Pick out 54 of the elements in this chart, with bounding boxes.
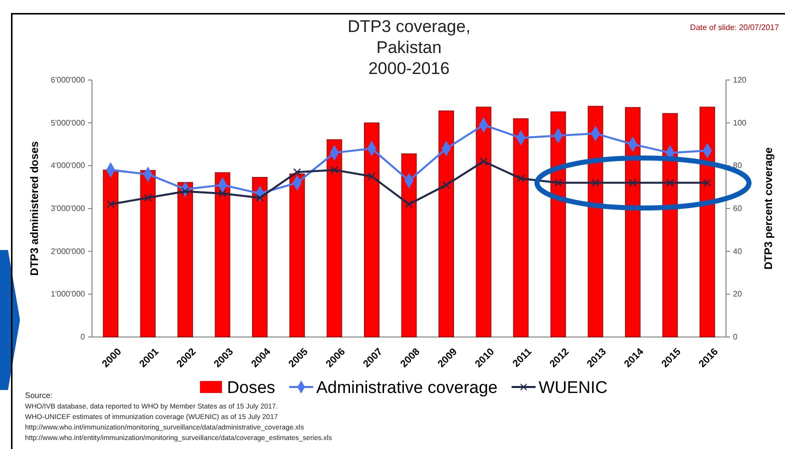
bar — [625, 107, 640, 338]
source-note: Source: — [25, 391, 53, 400]
bar — [178, 182, 193, 338]
y-tick-label: 4'000'000 — [50, 161, 86, 170]
y-tick-label: 3'000'000 — [50, 204, 86, 214]
y-tick-label: 0 — [80, 332, 86, 342]
y2-tick-label: 120 — [733, 76, 747, 85]
bar — [289, 174, 305, 338]
point — [666, 178, 674, 187]
y-tick-label: 1'000'000 — [50, 290, 86, 299]
bar — [214, 172, 230, 338]
legend-label: Doses — [227, 378, 276, 397]
point — [516, 174, 525, 182]
point — [144, 194, 152, 202]
point — [368, 172, 376, 180]
point — [628, 178, 637, 187]
point — [703, 178, 712, 187]
chart-title: DTP3 coverage, Pakistan 2000-2016 — [348, 17, 470, 78]
point — [442, 181, 450, 189]
bar — [140, 170, 156, 338]
point — [480, 157, 488, 166]
y2-axis-title: DTP3 percent coverage — [763, 147, 775, 270]
point — [218, 190, 226, 198]
bar — [588, 106, 604, 338]
legend-label: Administrative coverage — [316, 378, 498, 397]
y2-tick-label: 20 — [733, 290, 742, 299]
bar — [326, 139, 342, 338]
point — [405, 200, 413, 208]
bar — [476, 106, 492, 338]
y-axis-title: DTP3 administered doses — [29, 141, 41, 276]
point — [554, 178, 562, 187]
y-tick-label: 5'000'000 — [50, 118, 86, 128]
bar — [364, 122, 380, 338]
y-tick-label: 2'000'000 — [50, 246, 86, 256]
y2-tick-label: 80 — [733, 161, 742, 170]
bar — [662, 113, 678, 338]
bar — [102, 170, 118, 338]
bar — [401, 153, 417, 338]
point — [592, 178, 600, 187]
point — [106, 200, 115, 208]
legend-label: WUENIC — [538, 378, 608, 397]
text: Date of slide: 20/07/2017 — [690, 23, 780, 32]
bar — [513, 118, 529, 338]
y-tick-label: 6'000'000 — [50, 76, 86, 85]
y2-tick-label: 0 — [733, 332, 738, 342]
bar — [700, 106, 716, 338]
bar — [252, 176, 268, 338]
point — [293, 168, 302, 176]
y2-tick-label: 60 — [733, 204, 742, 214]
bar — [550, 111, 566, 338]
y2-tick-label: 100 — [733, 118, 747, 128]
y2-tick-label: 40 — [733, 246, 742, 256]
point — [330, 166, 338, 174]
bar — [438, 110, 454, 338]
